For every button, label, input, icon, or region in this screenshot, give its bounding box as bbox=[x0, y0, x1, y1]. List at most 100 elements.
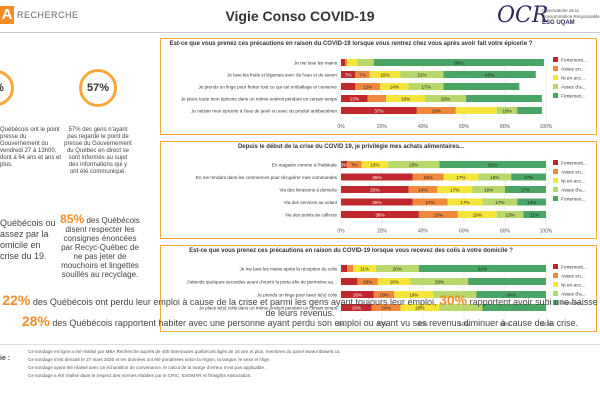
stat-text-2: 57% des gens n'ayant pas regardé le poin… bbox=[64, 127, 132, 175]
category-label: Je me lave les mains bbox=[294, 61, 338, 66]
bar-segment bbox=[505, 186, 546, 193]
ocr-logo: OCR bbox=[497, 3, 549, 28]
x-tick-label: 0% bbox=[337, 124, 345, 130]
bar-segment bbox=[408, 83, 444, 90]
x-tick-label: 20% bbox=[377, 322, 388, 328]
data-label: 19% bbox=[432, 108, 441, 113]
bar-segment bbox=[341, 265, 348, 272]
legend-label: Assez d'a... bbox=[561, 188, 586, 194]
data-label: 62% bbox=[478, 266, 487, 271]
bar-segment bbox=[523, 211, 546, 218]
legend-swatch bbox=[553, 75, 558, 80]
bar-segment bbox=[437, 186, 473, 193]
data-label: 14% bbox=[381, 305, 390, 310]
bar-segment bbox=[355, 83, 380, 90]
bottom-pct-a: 22% bbox=[2, 292, 31, 308]
legend-label: Fortement... bbox=[561, 265, 587, 271]
bar-segment bbox=[357, 278, 378, 285]
data-label: 3% bbox=[341, 162, 348, 167]
bottom-stat-1: 22% des Québécois ont perdu leur emploi … bbox=[0, 292, 600, 318]
data-label: 88% bbox=[454, 60, 463, 65]
data-label: 13% bbox=[506, 212, 515, 217]
data-label: 35% bbox=[372, 175, 381, 180]
footer-notes: Ce sondage en ligne a été réalisé par MB… bbox=[28, 348, 588, 380]
bar-segment bbox=[482, 198, 518, 206]
bar-segment bbox=[478, 173, 512, 181]
x-tick-label: 60% bbox=[459, 322, 470, 328]
data-label: 21% bbox=[417, 72, 426, 77]
x-tick-label: 40% bbox=[418, 229, 429, 235]
x-tick-label: 100% bbox=[540, 124, 553, 130]
legend-label: Assez en... bbox=[561, 170, 585, 176]
bar-segment bbox=[443, 173, 479, 181]
data-label: 17% bbox=[495, 200, 504, 205]
bar-segment bbox=[455, 107, 497, 114]
bar-segment bbox=[394, 291, 434, 298]
legend-label: Ni en acc... bbox=[561, 179, 585, 185]
bar-segment bbox=[425, 95, 467, 102]
bar-segment bbox=[357, 59, 374, 66]
bar-segment bbox=[355, 71, 370, 78]
bar-segment bbox=[347, 59, 358, 66]
stat-text-1: Québécois ont le point presse du Gouvern… bbox=[0, 127, 62, 168]
stat-block-1-text: Québécois ou assez par la omicile en cri… bbox=[0, 218, 56, 261]
bar-segment bbox=[341, 83, 356, 90]
bar-segment bbox=[341, 71, 356, 78]
bar-segment bbox=[341, 198, 413, 206]
bar-segment bbox=[347, 265, 354, 272]
bottom-text-c: des Québécois rapportent habiter avec un… bbox=[52, 318, 579, 328]
chart-panel-grocery: Est-ce que vous prenez ces précautions e… bbox=[160, 38, 597, 135]
data-label: 52% bbox=[488, 162, 497, 167]
bar-segment bbox=[341, 173, 413, 181]
bar-segment bbox=[439, 161, 546, 168]
data-label: 10% bbox=[379, 292, 388, 297]
data-label: 7% bbox=[345, 72, 352, 77]
category-label: Je lave les fruits et légumes avec de l'… bbox=[227, 73, 337, 78]
legend-swatch bbox=[553, 169, 558, 174]
data-label: 16% bbox=[484, 187, 493, 192]
data-label: 20% bbox=[415, 305, 424, 310]
bottom-text-b: rapportent avoir subi une baisse de leur… bbox=[265, 297, 598, 318]
bottom-pct-c: 28% bbox=[21, 313, 50, 329]
chart-parcels-svg: 0% 20% 40% 60% 80% 100% Je me lave les mains a… bbox=[186, 263, 587, 328]
data-label: 15% bbox=[424, 175, 433, 180]
bar-segment bbox=[341, 211, 419, 218]
legend-label: Ni en acc... bbox=[561, 76, 585, 82]
data-label: 28% bbox=[435, 279, 444, 284]
data-label: 19% bbox=[473, 212, 482, 217]
x-tick-label: 40% bbox=[418, 124, 429, 130]
bar-segment bbox=[377, 278, 411, 285]
legend-swatch bbox=[553, 66, 558, 71]
data-label: 14% bbox=[418, 187, 427, 192]
bar-segment bbox=[353, 265, 376, 272]
legend-swatch bbox=[553, 300, 558, 305]
data-label: 38% bbox=[375, 212, 384, 217]
x-tick-label: 0% bbox=[337, 229, 345, 235]
bar-segment bbox=[341, 304, 372, 311]
legend-swatch bbox=[553, 84, 558, 89]
page-title: Vigie Conso COVID-19 bbox=[225, 8, 375, 24]
bar-segment bbox=[341, 278, 358, 285]
legend-label: Ni en acc... bbox=[561, 283, 585, 289]
data-label: 35% bbox=[372, 200, 381, 205]
bar-segment bbox=[457, 211, 497, 218]
legend-label: Assez en... bbox=[561, 274, 585, 280]
ocr-subtitle: Observatoire de la Consommation Responsa… bbox=[542, 8, 600, 19]
x-tick-label: 20% bbox=[377, 124, 388, 130]
data-label: 11% bbox=[530, 212, 539, 217]
category-label: Je place toute mon épicerie dans un même… bbox=[181, 97, 338, 102]
data-label: 10% bbox=[502, 108, 511, 113]
page-header: A RECHERCHE Vigie Conso COVID-19 OCR Obs… bbox=[0, 0, 600, 34]
bottom-stat-2: 28% des Québécois rapportent habiter ave… bbox=[0, 313, 600, 329]
bar-segment bbox=[472, 186, 505, 193]
data-label: 25% bbox=[409, 162, 418, 167]
data-label: 17% bbox=[456, 175, 465, 180]
bar-segment bbox=[447, 198, 483, 206]
bar-segment bbox=[400, 304, 440, 311]
footer-note: Ce sondage en ligne a été réalisé par MB… bbox=[28, 349, 340, 354]
data-label: 7% bbox=[351, 162, 358, 167]
legend-swatch bbox=[553, 187, 558, 192]
x-tick-label: 80% bbox=[500, 124, 511, 130]
bar-segment bbox=[439, 304, 483, 311]
data-label: 17% bbox=[421, 84, 430, 89]
